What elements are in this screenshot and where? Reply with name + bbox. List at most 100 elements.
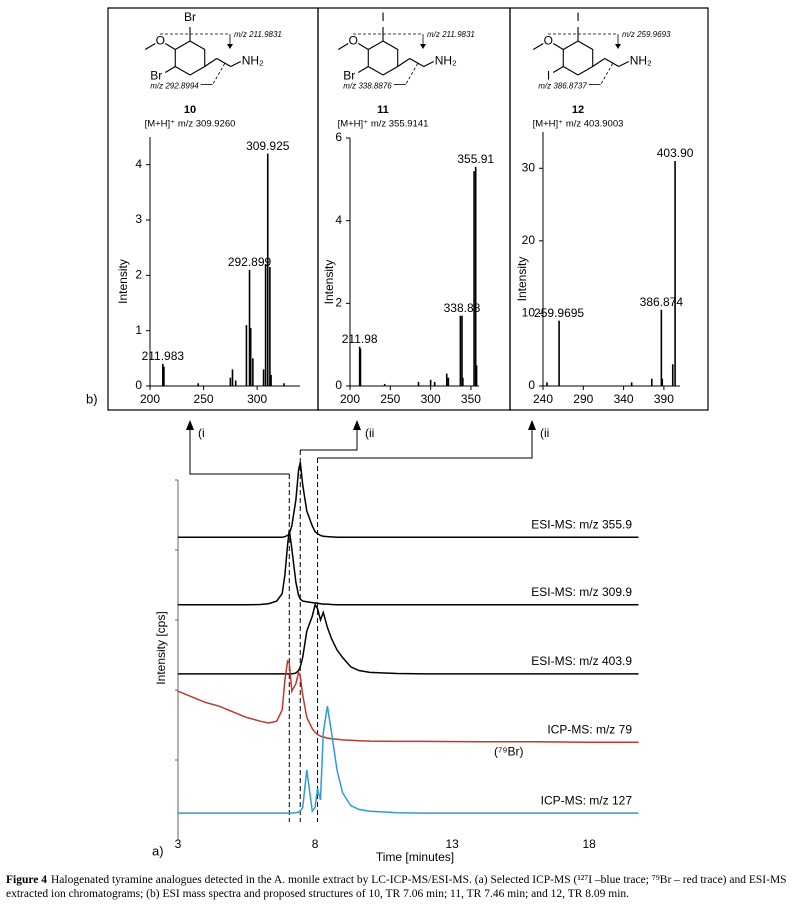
structure-bond	[618, 61, 629, 67]
fragment-label: m/z 211.9831	[427, 30, 475, 39]
structure-bond	[532, 43, 544, 50]
y-tick-label: 6	[335, 130, 342, 144]
fragment-label: m/z 338.8876	[343, 82, 392, 91]
y-tick-label: 3	[135, 212, 142, 226]
y-tick-label: 20	[522, 233, 536, 247]
arrowhead	[353, 420, 361, 430]
benzene-ring	[562, 40, 594, 76]
amine-label: NH₂	[242, 54, 264, 68]
structure-bond	[423, 61, 434, 67]
caption-text: Halogenated tyramine analogues detected …	[6, 874, 787, 900]
fragment-arrowhead	[227, 44, 233, 49]
x-tick-label: 250	[194, 392, 214, 406]
x-tick-label: 300	[247, 392, 267, 406]
substituent-label: I	[381, 10, 384, 24]
y-axis-label: Intensity	[116, 259, 130, 304]
arrow-label: (ii	[365, 426, 374, 440]
panel-frame	[107, 7, 319, 411]
caption-label: Figure 4	[6, 874, 47, 886]
substituent-label: I	[547, 69, 550, 83]
trace-sublabel: (⁷⁹Br)	[494, 744, 523, 758]
x-tick-label: 18	[582, 837, 596, 851]
x-tick-label: 8	[312, 837, 319, 851]
fragment-label: m/z 211.9831	[234, 30, 282, 39]
compound-number: 11	[377, 104, 389, 116]
y-axis-label: Intensity	[515, 257, 529, 302]
peak-label: 386.874	[640, 295, 684, 309]
fragment-arrowhead	[420, 44, 426, 49]
structure-bond	[552, 43, 564, 50]
arrowhead	[186, 420, 194, 430]
amine-label: NH₂	[435, 54, 457, 68]
benzene-ring	[174, 40, 206, 76]
fragment-label: m/z 259.9693	[622, 30, 671, 39]
peak-label: 211.983	[142, 349, 185, 363]
peak-label: 259.9695	[534, 306, 584, 320]
compound-number: 12	[572, 104, 584, 116]
trace-label: ESI-MS: m/z 403.9	[531, 654, 632, 668]
x-tick-label: 290	[573, 392, 593, 406]
panel-label: a)	[152, 843, 164, 858]
trace-label: ESI-MS: m/z 355.9	[531, 517, 632, 531]
panel-label: b)	[86, 391, 98, 406]
y-tick-label: 4	[135, 157, 142, 171]
link-arrow	[189, 424, 290, 475]
precursor-ion: [M+H]⁺ m/z 355.9141	[338, 119, 429, 130]
structure-bond	[600, 63, 614, 85]
substituent-label: Br	[150, 69, 162, 83]
structure-bond	[164, 43, 176, 50]
peak-label: 309.925	[246, 139, 290, 153]
structure-bond	[164, 66, 176, 73]
caption: Figure 4 Halogenated tyramine analogues d…	[6, 873, 796, 901]
substituent-label: Br	[343, 69, 355, 83]
trace-label: ICP-MS: m/z 79	[547, 722, 632, 736]
structure-bond	[204, 58, 218, 67]
y-tick-label: 0	[135, 378, 142, 392]
oxygen-label: O	[156, 34, 165, 48]
peak-label: 292.899	[228, 255, 272, 269]
structure-bond	[552, 66, 564, 73]
structure-bond	[604, 58, 619, 67]
y-tick-label: 0	[528, 378, 535, 392]
trace	[177, 659, 639, 743]
x-axis-label: Time [minutes]	[376, 850, 454, 864]
amine-label: NH₂	[630, 54, 652, 68]
compound-number: 10	[184, 104, 196, 116]
x-tick-label: 3	[175, 837, 182, 851]
trace	[178, 602, 639, 675]
structure-bond	[405, 63, 419, 85]
x-tick-label: 350	[461, 392, 481, 406]
structure-bond	[357, 66, 369, 73]
substituent-label: Br	[184, 10, 196, 24]
y-tick-label: 4	[335, 213, 342, 227]
oxygen-label: O	[349, 34, 358, 48]
peak-label: 211.98	[342, 332, 378, 346]
x-tick-label: 13	[445, 837, 459, 851]
trace-label: ESI-MS: m/z 309.9	[531, 585, 632, 599]
y-tick-label: 10	[522, 306, 536, 320]
link-arrow	[300, 424, 358, 451]
panel-frame	[509, 7, 709, 411]
structure-bond	[409, 58, 424, 67]
peak-label: 338.88	[444, 301, 481, 315]
structure-bond	[212, 63, 226, 85]
x-tick-label: 340	[614, 392, 634, 406]
oxygen-label: O	[544, 34, 553, 48]
y-tick-label: 30	[522, 160, 536, 174]
structure-bond	[592, 58, 606, 67]
trace	[178, 706, 639, 814]
x-tick-label: 300	[421, 392, 441, 406]
trace	[178, 462, 639, 539]
precursor-ion: [M+H]⁺ m/z 403.9003	[533, 119, 624, 130]
trace-label: ICP-MS: m/z 127	[541, 793, 633, 807]
structure-bond	[397, 58, 411, 67]
fragment-label: m/z 292.8994	[150, 82, 199, 91]
peak-label: 403.90	[657, 146, 694, 160]
benzene-ring	[367, 40, 399, 76]
structure-bond	[216, 58, 231, 67]
x-tick-label: 200	[340, 392, 360, 406]
y-axis-label: Intensity	[322, 260, 336, 305]
y-tick-label: 1	[135, 323, 142, 337]
